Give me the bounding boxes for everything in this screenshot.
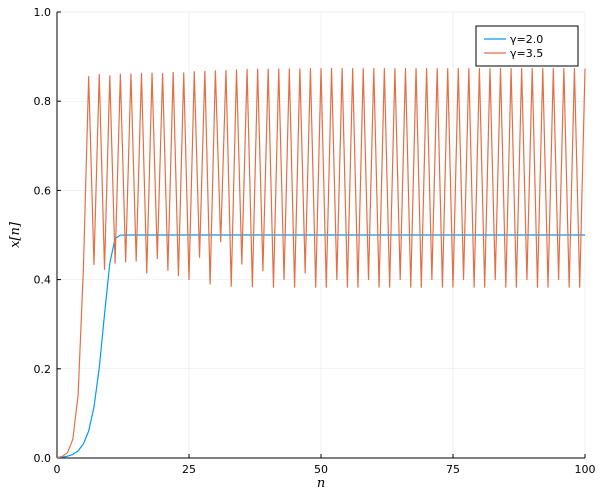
x-tick-label: 100	[575, 463, 596, 476]
y-tick-label: 0.0	[34, 452, 52, 465]
legend-box	[475, 25, 579, 67]
y-tick-label: 1.0	[34, 6, 52, 19]
x-tick-label: 25	[182, 463, 196, 476]
series-line-2	[56, 68, 586, 459]
legend-label-1: γ=2.0	[510, 33, 543, 46]
y-axis-title: x[n]	[8, 221, 23, 248]
y-tick-label: 0.4	[34, 274, 52, 287]
series-lines	[56, 68, 586, 459]
y-axis-ticks: 0.0 0.2 0.4 0.6 0.8 1.0	[34, 6, 61, 465]
x-tick-label: 0	[54, 463, 61, 476]
y-tick-label: 0.2	[34, 363, 52, 376]
x-tick-label: 75	[446, 463, 460, 476]
legend-label-2: γ=3.5	[510, 47, 543, 60]
series-line-1	[56, 234, 585, 459]
y-tick-label: 0.8	[34, 95, 52, 108]
x-tick-label: 50	[314, 463, 328, 476]
y-tick-label: 0.6	[34, 184, 52, 197]
x-axis-ticks: 0 25 50 75 100	[54, 454, 596, 476]
x-axis-title: n	[317, 476, 325, 491]
legend: γ=2.0γ=3.5	[475, 25, 579, 67]
